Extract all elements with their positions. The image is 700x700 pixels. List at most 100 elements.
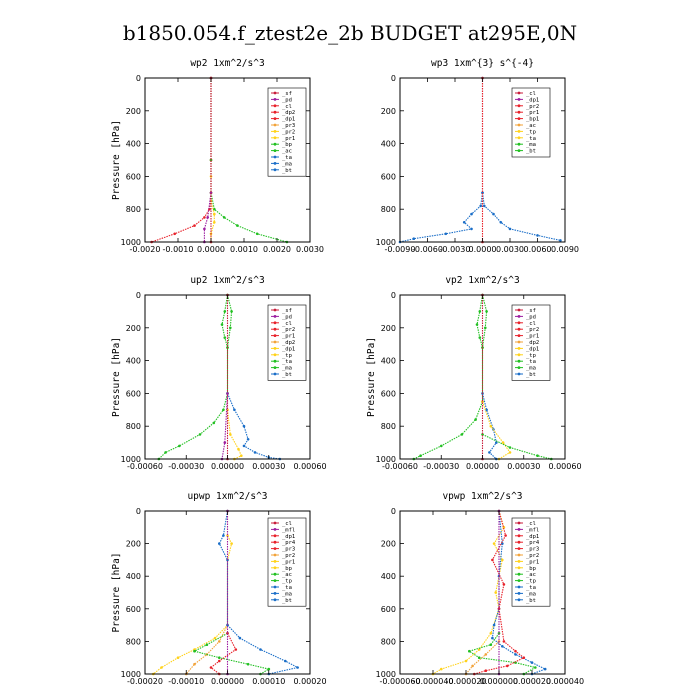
legend-label: _pr1 <box>526 559 539 565</box>
legend-marker <box>517 149 521 153</box>
legend-label: _pr2 <box>282 129 295 135</box>
y-axis-label: Pressure [hPa] <box>111 337 122 417</box>
legend-marker <box>517 534 521 538</box>
legend-label: _pr4 <box>282 540 296 546</box>
data-point <box>234 648 238 651</box>
data-point <box>223 336 227 339</box>
data-point <box>506 664 509 668</box>
series-line <box>481 294 488 348</box>
data-point <box>471 664 474 668</box>
data-point <box>222 534 225 537</box>
y-tick-label: 600 <box>126 605 141 614</box>
legend-label: _ma <box>526 142 536 148</box>
legend-label: _sf <box>282 91 292 97</box>
legend-label: _sf <box>526 308 536 314</box>
data-point <box>220 323 224 326</box>
legend-label: _dp1 <box>526 346 539 352</box>
data-point <box>203 216 206 219</box>
legend-marker <box>273 534 277 538</box>
legend-label: _bt <box>526 598 536 604</box>
legend-label: _pr1 <box>526 110 539 116</box>
data-point <box>226 392 229 395</box>
x-tick-label: -0.000020 <box>445 677 486 686</box>
data-point <box>164 451 167 454</box>
series-line <box>226 409 243 460</box>
data-point <box>198 433 202 436</box>
series-line <box>399 78 484 243</box>
data-point <box>412 237 416 240</box>
series-line <box>481 192 561 241</box>
data-point <box>489 643 493 646</box>
legend-label: _bp1 <box>526 117 539 123</box>
y-tick-label: 800 <box>381 422 396 431</box>
data-point <box>474 418 477 421</box>
legend-marker <box>273 315 277 318</box>
legend: _sf_pd_cl_dp2_dp1_pr3_pr2_pr1_bp_ac_ta_m… <box>267 87 307 177</box>
data-point <box>193 224 196 227</box>
series-line <box>151 78 212 243</box>
data-point <box>508 227 512 231</box>
y-tick-label: 800 <box>126 637 141 646</box>
data-point <box>242 424 246 428</box>
plot-frame <box>399 510 566 675</box>
data-point <box>484 653 488 656</box>
legend-label: _cl <box>526 91 536 97</box>
data-point <box>536 234 539 237</box>
data-point <box>502 583 506 586</box>
y-tick-label: 200 <box>381 324 396 333</box>
y-tick-label: 1000 <box>376 238 396 247</box>
data-point <box>475 323 479 326</box>
legend-marker <box>273 566 277 570</box>
legend-marker <box>273 162 277 165</box>
x-tick-label: -0.0030 <box>440 245 471 254</box>
legend-label: _dp1 <box>282 534 295 540</box>
legend-marker <box>517 566 521 570</box>
data-point <box>522 656 526 659</box>
data-point <box>508 451 512 454</box>
legend-marker <box>517 592 521 595</box>
series-line <box>158 294 229 460</box>
legend-marker <box>517 598 521 602</box>
data-point <box>233 408 236 412</box>
y-tick-label: 200 <box>126 324 141 333</box>
data-point <box>479 204 483 208</box>
legend-label: _pr2 <box>526 553 539 559</box>
series-line <box>468 632 537 675</box>
data-point <box>559 239 562 242</box>
data-point <box>267 667 271 671</box>
data-point <box>222 216 226 219</box>
data-point <box>504 534 507 537</box>
legend-marker <box>273 340 277 344</box>
legend-label: _tp <box>526 353 536 359</box>
data-point <box>478 336 482 339</box>
series-line <box>226 294 233 348</box>
series-line <box>481 393 497 460</box>
x-tick-label: 0.00000 <box>211 462 244 471</box>
legend-marker <box>273 579 277 582</box>
legend-marker <box>273 598 277 602</box>
data-point <box>477 648 481 651</box>
data-point <box>213 212 216 216</box>
data-point <box>492 542 496 545</box>
y-axis-label: Pressure [hPa] <box>111 552 122 632</box>
legend-label: _bp <box>282 566 292 572</box>
legend-label: _pr3 <box>282 547 295 553</box>
x-tick-label: 0.00030 <box>507 462 540 471</box>
legend-marker <box>517 104 521 108</box>
plot-frame <box>144 77 311 243</box>
data-point <box>176 656 180 659</box>
legend-label: _cl <box>526 521 536 527</box>
data-point <box>218 542 221 545</box>
legend-label: _tp <box>526 579 536 585</box>
legend: _sf_pd_cl_pr2_pr1_dp2_dp1_tp_ta_ma_bt <box>511 304 551 381</box>
y-tick-label: 400 <box>126 572 141 581</box>
data-point <box>501 441 505 444</box>
legend-marker <box>517 547 521 550</box>
legend-label: _tp <box>526 129 536 135</box>
legend-marker <box>517 353 521 357</box>
y-tick-label: 1000 <box>121 455 141 464</box>
panel-title: upwp 1xm^2/s^3 <box>187 491 267 502</box>
y-tick-label: 0 <box>136 507 141 516</box>
legend-label: _pr1 <box>282 136 295 142</box>
legend-marker <box>273 585 277 589</box>
